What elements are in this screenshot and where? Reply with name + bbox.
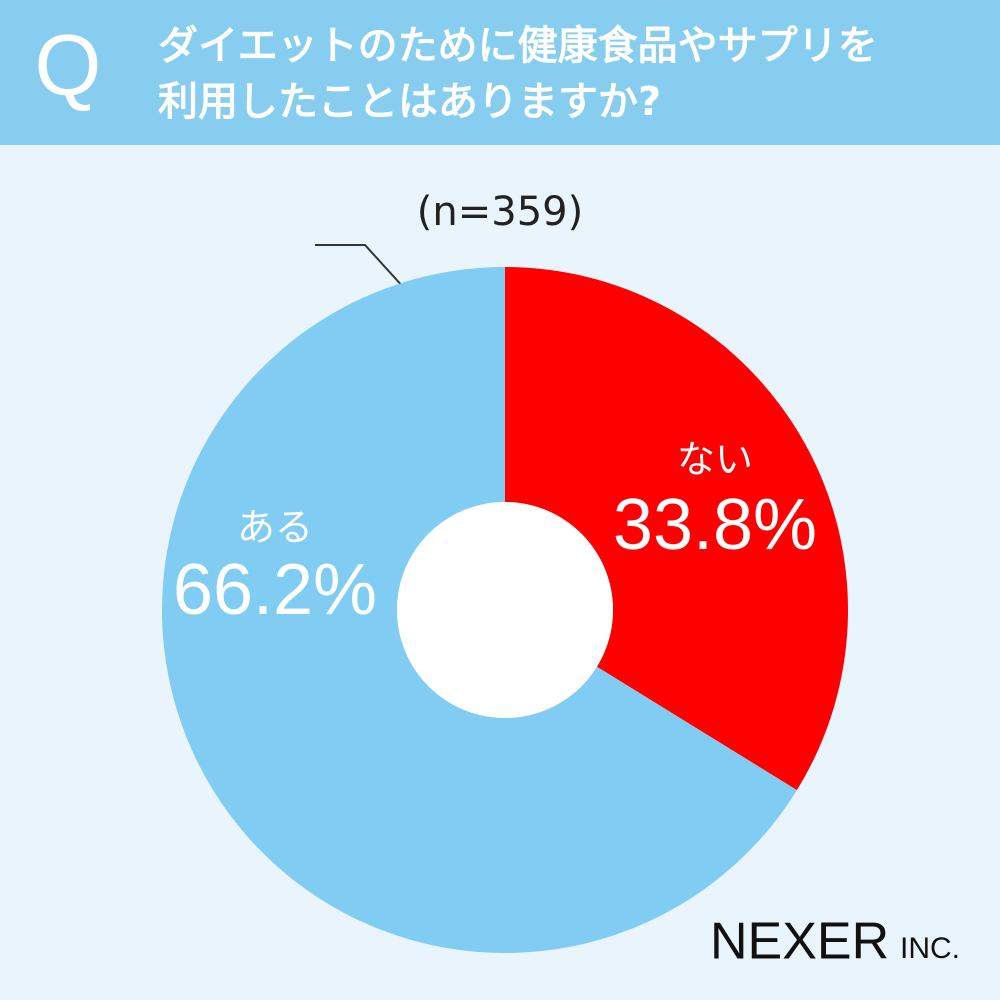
value-label: 66.2% [173,550,377,630]
pie-slice [161,267,797,954]
logo: NEXER [710,913,889,971]
leader-line [315,244,416,301]
question-mark: Q [35,18,102,114]
donut-hole [397,502,613,718]
logo-suffix: INC. [900,932,960,965]
header [0,0,1000,145]
chart-title: 利用したことはありますか? [158,79,661,125]
slice-label: ある [237,506,313,550]
slice-label: ない [677,438,753,482]
pie-slice [505,267,848,791]
chart-title: ダイエットのために健康食品やサプリを [158,23,878,69]
subtitle: (n=359) [417,189,583,235]
value-label: 33.8% [613,485,817,565]
